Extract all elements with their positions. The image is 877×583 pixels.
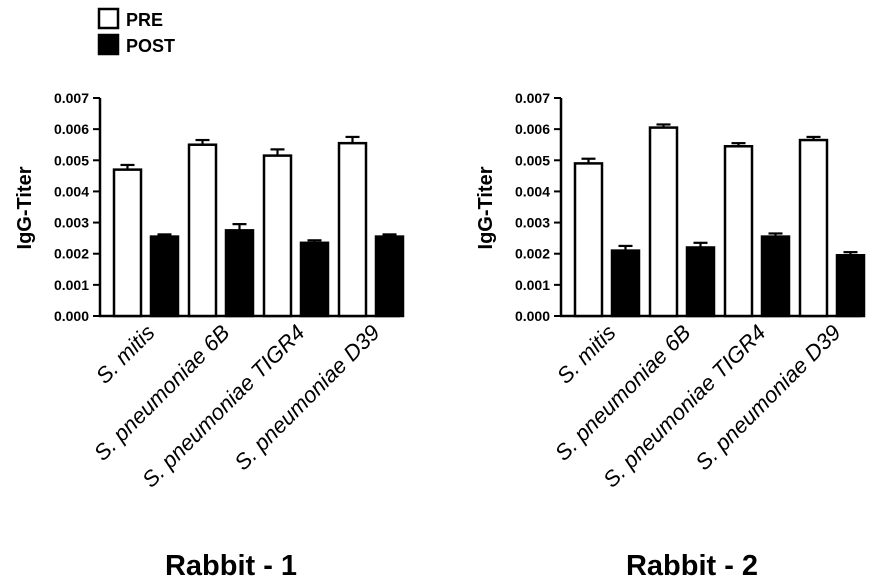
x-tick-label: S. mitis: [91, 320, 160, 389]
x-tick-label: S. pneumoniae 6B: [550, 320, 696, 466]
bar-pre: [798, 138, 829, 318]
y-tick-label: 0.002: [515, 246, 550, 262]
y-tick-label: 0.002: [54, 246, 89, 262]
y-tick-label: 0.006: [515, 121, 550, 137]
y-tick-label: 0.001: [54, 277, 89, 293]
legend-swatch-post: [97, 33, 120, 56]
y-tick-label: 0.004: [54, 183, 89, 199]
legend-label-pre: PRE: [126, 10, 163, 30]
y-tick-label: 0.004: [515, 183, 550, 199]
bar-post: [760, 235, 791, 318]
y-tick-label: 0.001: [515, 277, 550, 293]
bar-pre: [573, 162, 604, 318]
chart-rabbit-1: IgG-Titer Rabbit - 1 0.000 0.001 0.002 0.00…: [14, 90, 405, 582]
y-axis-label: IgG-Titer: [14, 166, 36, 249]
x-tick-label: S. pneumoniae D39: [229, 320, 384, 475]
chart-title: Rabbit - 1: [165, 550, 297, 582]
chart-title: Rabbit - 2: [626, 550, 758, 582]
y-tick-label: 0.007: [515, 90, 550, 106]
y-tick-label: 0.005: [515, 152, 550, 168]
legend-swatch-pre: [97, 7, 120, 30]
bar-pre: [112, 168, 143, 318]
bar-pre: [187, 143, 218, 318]
bar-post: [610, 249, 641, 318]
legend-label-post: POST: [126, 36, 175, 56]
bar-pre: [648, 126, 679, 318]
x-tick-label: S. pneumoniae D39: [690, 320, 845, 475]
y-tick-label: 0.000: [54, 308, 89, 324]
y-tick-label: 0.005: [54, 152, 89, 168]
bar-pre: [723, 145, 754, 318]
bar-post: [299, 241, 330, 318]
chart-rabbit-2: IgG-Titer Rabbit - 2 0.000 0.001 0.002 0.00…: [475, 90, 866, 582]
y-tick-label: 0.003: [515, 215, 550, 231]
legend: PRE POST: [97, 7, 175, 56]
y-tick-label: 0.006: [54, 121, 89, 137]
y-tick-label: 0.003: [54, 215, 89, 231]
y-tick-label: 0.007: [54, 90, 89, 106]
bar-post: [224, 229, 255, 318]
bar-post: [149, 235, 180, 318]
bar-post: [835, 254, 866, 318]
x-tick-label: S. pneumoniae 6B: [89, 320, 235, 466]
bar-pre: [262, 154, 293, 318]
y-tick-label: 0.000: [515, 308, 550, 324]
bar-post: [374, 235, 405, 318]
bar-post: [685, 246, 716, 318]
bar-pre: [337, 141, 368, 318]
y-axis-label: IgG-Titer: [475, 166, 497, 249]
x-tick-label: S. mitis: [552, 320, 621, 389]
